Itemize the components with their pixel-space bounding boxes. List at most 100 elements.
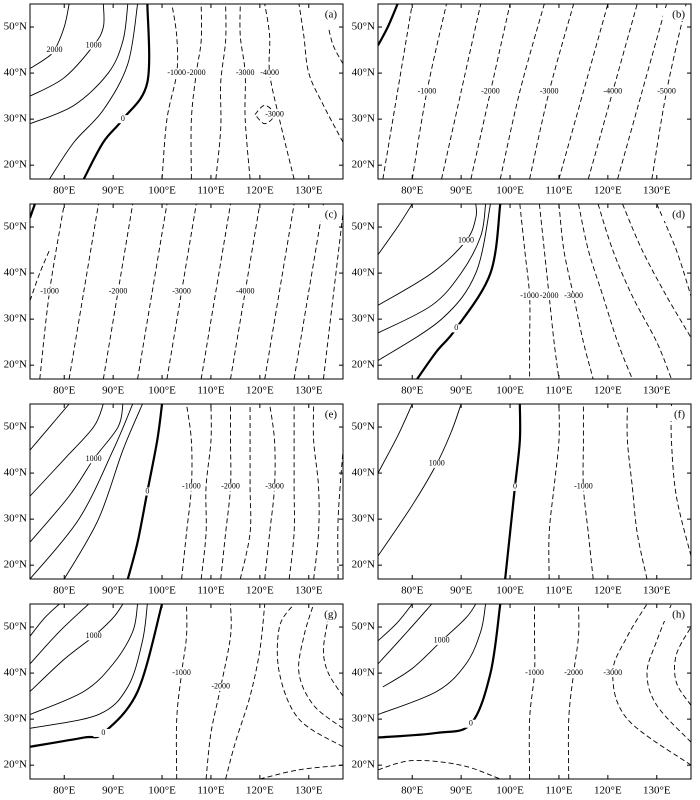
contour-label: -2000 — [221, 482, 240, 491]
contour-line — [30, 404, 70, 451]
y-tick-label: 50°N — [352, 21, 375, 33]
contour-label: -3000 — [172, 286, 191, 295]
y-tick-label: 20°N — [352, 559, 375, 571]
contour-line — [597, 204, 672, 379]
contour-line — [225, 604, 266, 779]
x-tick-label: 120°E — [246, 185, 274, 197]
y-tick-label: 50°N — [352, 621, 375, 633]
x-tick-label: 90°E — [450, 785, 472, 797]
contour-line — [378, 604, 413, 642]
contour-line — [30, 404, 104, 497]
contour-label: 0 — [121, 114, 125, 123]
panel: -1000 -2000 -3000 -4000 80°E 90°E 100°E 110°E 12… — [4, 203, 344, 397]
contour-line — [558, 204, 594, 379]
y-tick-label: 30°N — [352, 113, 375, 125]
contour-line — [378, 204, 413, 255]
x-tick-label: 80°E — [401, 585, 423, 597]
contour-line — [30, 404, 134, 579]
y-tick-label: 40°N — [4, 67, 27, 79]
y-tick-label: 40°N — [352, 667, 375, 679]
x-tick-label: 100°E — [496, 585, 524, 597]
x-tick-label: 90°E — [102, 585, 124, 597]
contour-label: -4000 — [603, 86, 622, 95]
contour-line — [548, 404, 560, 579]
plot-frame — [29, 603, 344, 780]
y-tick-label: 30°N — [4, 113, 27, 125]
contour-line — [190, 4, 202, 179]
x-tick-label: 130°E — [295, 585, 323, 597]
contour-line — [626, 404, 648, 579]
contour-line — [30, 404, 124, 543]
x-tick-label: 120°E — [594, 585, 622, 597]
contour-line — [137, 204, 168, 379]
x-tick-label: 110°E — [545, 785, 572, 797]
plot-frame — [377, 203, 692, 380]
x-tick-label: 120°E — [594, 785, 622, 797]
contour-line — [30, 249, 50, 301]
x-tick-label: 80°E — [53, 385, 75, 397]
contour-line — [293, 204, 324, 379]
contour-lines — [30, 404, 343, 579]
y-tick-label: 20°N — [4, 559, 27, 571]
contour-label: -2000 — [211, 682, 230, 691]
contour-line — [656, 204, 691, 297]
panel-label: (h) — [672, 609, 685, 621]
x-tick-label: 110°E — [197, 785, 224, 797]
contour-label: 0 — [513, 482, 517, 491]
contour-label: -1000 — [40, 286, 59, 295]
y-tick-label: 30°N — [4, 513, 27, 525]
contour-label: -1000 — [167, 68, 186, 77]
y-tick-label: 50°N — [4, 621, 27, 633]
y-tick-label: 20°N — [352, 359, 375, 371]
contour-line — [378, 204, 491, 361]
contour-label: -2000 — [564, 668, 583, 677]
y-tick-label: 40°N — [352, 67, 375, 79]
contour-line — [378, 4, 399, 46]
contour-line — [578, 204, 633, 379]
y-tick-label: 20°N — [352, 759, 375, 771]
y-tick-label: 30°N — [4, 313, 27, 325]
contour-line — [30, 4, 105, 97]
contour-line — [298, 4, 343, 143]
contour-label: -1000 — [182, 482, 201, 491]
contour-line — [378, 604, 433, 665]
contour-label: 1000 — [86, 454, 102, 463]
x-tick-label: 90°E — [102, 185, 124, 197]
contour-line — [382, 604, 477, 688]
panel-label: (e) — [325, 409, 338, 421]
contour-line — [30, 604, 60, 637]
contour-line — [63, 404, 143, 579]
x-tick-label: 130°E — [295, 185, 323, 197]
contour-line — [441, 4, 482, 179]
y-tick-label: 20°N — [352, 159, 375, 171]
contour-label: -5000 — [657, 86, 676, 95]
x-tick-label: 80°E — [53, 185, 75, 197]
contour-line — [674, 626, 691, 706]
y-tick-label: 20°N — [4, 159, 27, 171]
y-tick-label: 20°N — [4, 759, 27, 771]
x-tick-label: 100°E — [148, 185, 176, 197]
x-tick-label: 120°E — [594, 185, 622, 197]
panel: -1000 -2000 -3000 -4000 -5000 80°E 90°E 100°E 11… — [352, 3, 692, 197]
x-tick-label: 100°E — [496, 385, 524, 397]
contour-line — [337, 450, 343, 579]
panel-label: (a) — [325, 9, 338, 21]
plot-frame — [377, 603, 692, 780]
x-tick-label: 80°E — [401, 785, 423, 797]
y-tick-label: 50°N — [352, 421, 375, 433]
contour-line — [322, 617, 343, 697]
contour-label: -1000 — [525, 668, 544, 677]
contour-label: -2000 — [109, 286, 128, 295]
contour-label: -3000 — [236, 68, 255, 77]
panel-label: (f) — [674, 409, 685, 421]
contour-label: 0 — [145, 486, 149, 495]
contour-line — [322, 213, 343, 379]
contour-label: 0 — [454, 323, 458, 332]
contour-label: 1000 — [86, 40, 102, 49]
y-tick-label: 40°N — [4, 267, 27, 279]
contour-line — [378, 759, 501, 779]
panel: 1000 0 -1000 80°E 90°E 100°E 110°E 120°E 130°E 20… — [352, 403, 692, 597]
